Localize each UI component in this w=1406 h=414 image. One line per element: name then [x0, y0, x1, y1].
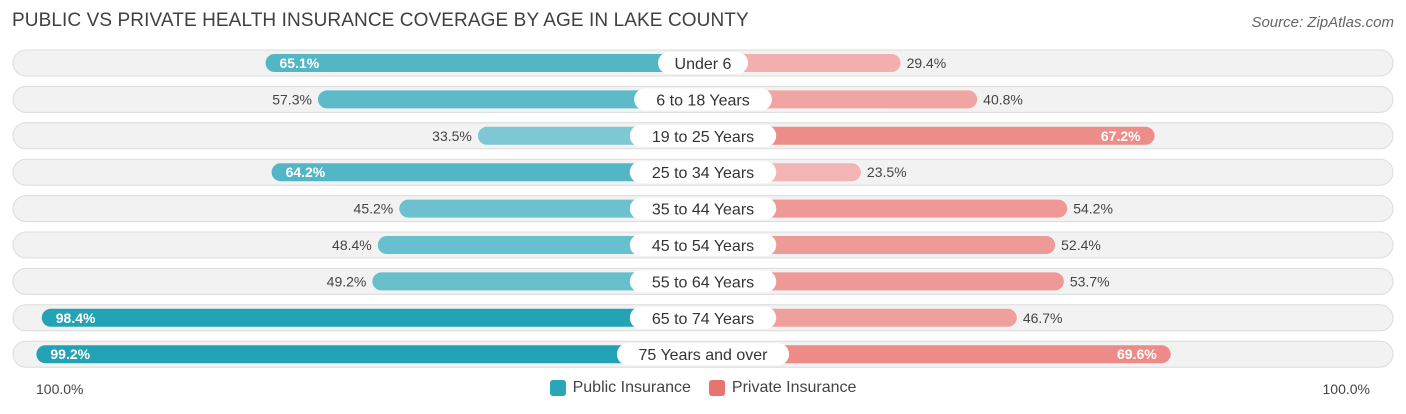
bar-public-75-years-and-over	[36, 345, 704, 364]
label-private-45-to-54-years: 52.4%	[1061, 237, 1101, 253]
category-label-6-to-18-years: 6 to 18 Years	[656, 92, 749, 109]
bar-private-35-to-44-years	[703, 199, 1068, 218]
label-private-55-to-64-years: 53.7%	[1070, 273, 1110, 289]
bar-public-6-to-18-years	[317, 90, 703, 109]
label-public-6-to-18-years: 57.3%	[272, 91, 312, 107]
category-pill-75-years-and-over	[616, 343, 790, 366]
label-public-35-to-44-years: 45.2%	[354, 201, 394, 217]
bar-public-55-to-64-years	[372, 272, 703, 291]
category-label-25-to-34-years: 25 to 34 Years	[652, 165, 754, 182]
label-public-55-to-64-years: 49.2%	[327, 273, 367, 289]
label-public-under-6: 65.1%	[280, 55, 320, 71]
category-label-35-to-44-years: 35 to 44 Years	[652, 202, 754, 219]
chart-title: PUBLIC VS PRIVATE HEALTH INSURANCE COVER…	[12, 10, 749, 31]
label-public-25-to-34-years: 64.2%	[286, 164, 326, 180]
source-label: Source: ZipAtlas.com	[1251, 14, 1394, 31]
bar-public-45-to-54-years	[377, 236, 703, 254]
category-pill-55-to-64-years	[629, 270, 777, 293]
bar-public-35-to-44-years	[399, 199, 703, 218]
bar-public-25-to-34-years	[271, 163, 703, 182]
category-label-under-6: Under 6	[675, 56, 732, 73]
category-pill-35-to-44-years	[629, 197, 777, 220]
bar-private-55-to-64-years	[703, 272, 1064, 291]
label-private-under-6: 29.4%	[907, 55, 947, 71]
category-pill-25-to-34-years	[629, 161, 777, 184]
label-public-45-to-54-years: 48.4%	[332, 237, 372, 253]
category-pill-6-to-18-years	[634, 88, 772, 111]
category-label-75-years-and-over: 75 Years and over	[639, 347, 769, 364]
bar-private-75-years-and-over	[703, 345, 1171, 364]
axis-right-label: 100.0%	[1322, 381, 1370, 397]
label-private-25-to-34-years: 23.5%	[867, 164, 907, 180]
category-pill-45-to-54-years	[629, 234, 777, 256]
bar-private-under-6	[703, 54, 901, 72]
label-private-35-to-44-years: 54.2%	[1073, 201, 1113, 217]
category-label-45-to-54-years: 45 to 54 Years	[652, 238, 754, 255]
axis-left-label: 100.0%	[36, 381, 84, 397]
category-label-65-to-74-years: 65 to 74 Years	[652, 311, 754, 328]
legend: Public Insurance Private Insurance	[0, 379, 1406, 397]
category-label-55-to-64-years: 55 to 64 Years	[652, 274, 754, 291]
bar-private-45-to-54-years	[703, 236, 1056, 254]
bar-public-under-6	[265, 54, 703, 72]
label-public-19-to-25-years: 33.5%	[432, 128, 472, 144]
legend-item-private: Private Insurance	[708, 379, 857, 397]
label-private-75-years-and-over: 69.6%	[1117, 346, 1157, 362]
category-pill-65-to-74-years	[629, 306, 777, 329]
legend-item-public: Public Insurance	[549, 379, 691, 397]
label-private-65-to-74-years: 46.7%	[1023, 310, 1063, 326]
legend-label-public: Public Insurance	[572, 379, 691, 396]
legend-swatch-public	[549, 380, 566, 396]
label-private-19-to-25-years: 67.2%	[1101, 128, 1141, 144]
legend-label-private: Private Insurance	[731, 379, 857, 396]
bar-private-19-to-25-years	[703, 126, 1155, 145]
bar-private-6-to-18-years	[703, 90, 978, 109]
category-pill-under-6	[658, 52, 748, 74]
bar-public-65-to-74-years	[41, 308, 703, 327]
label-public-65-to-74-years: 98.4%	[56, 310, 96, 326]
bar-private-65-to-74-years	[703, 308, 1017, 327]
label-public-75-years-and-over: 99.2%	[50, 346, 90, 362]
legend-swatch-private	[708, 380, 725, 396]
label-private-6-to-18-years: 40.8%	[983, 91, 1023, 107]
category-pill-19-to-25-years	[629, 124, 777, 147]
category-label-19-to-25-years: 19 to 25 Years	[652, 129, 754, 146]
